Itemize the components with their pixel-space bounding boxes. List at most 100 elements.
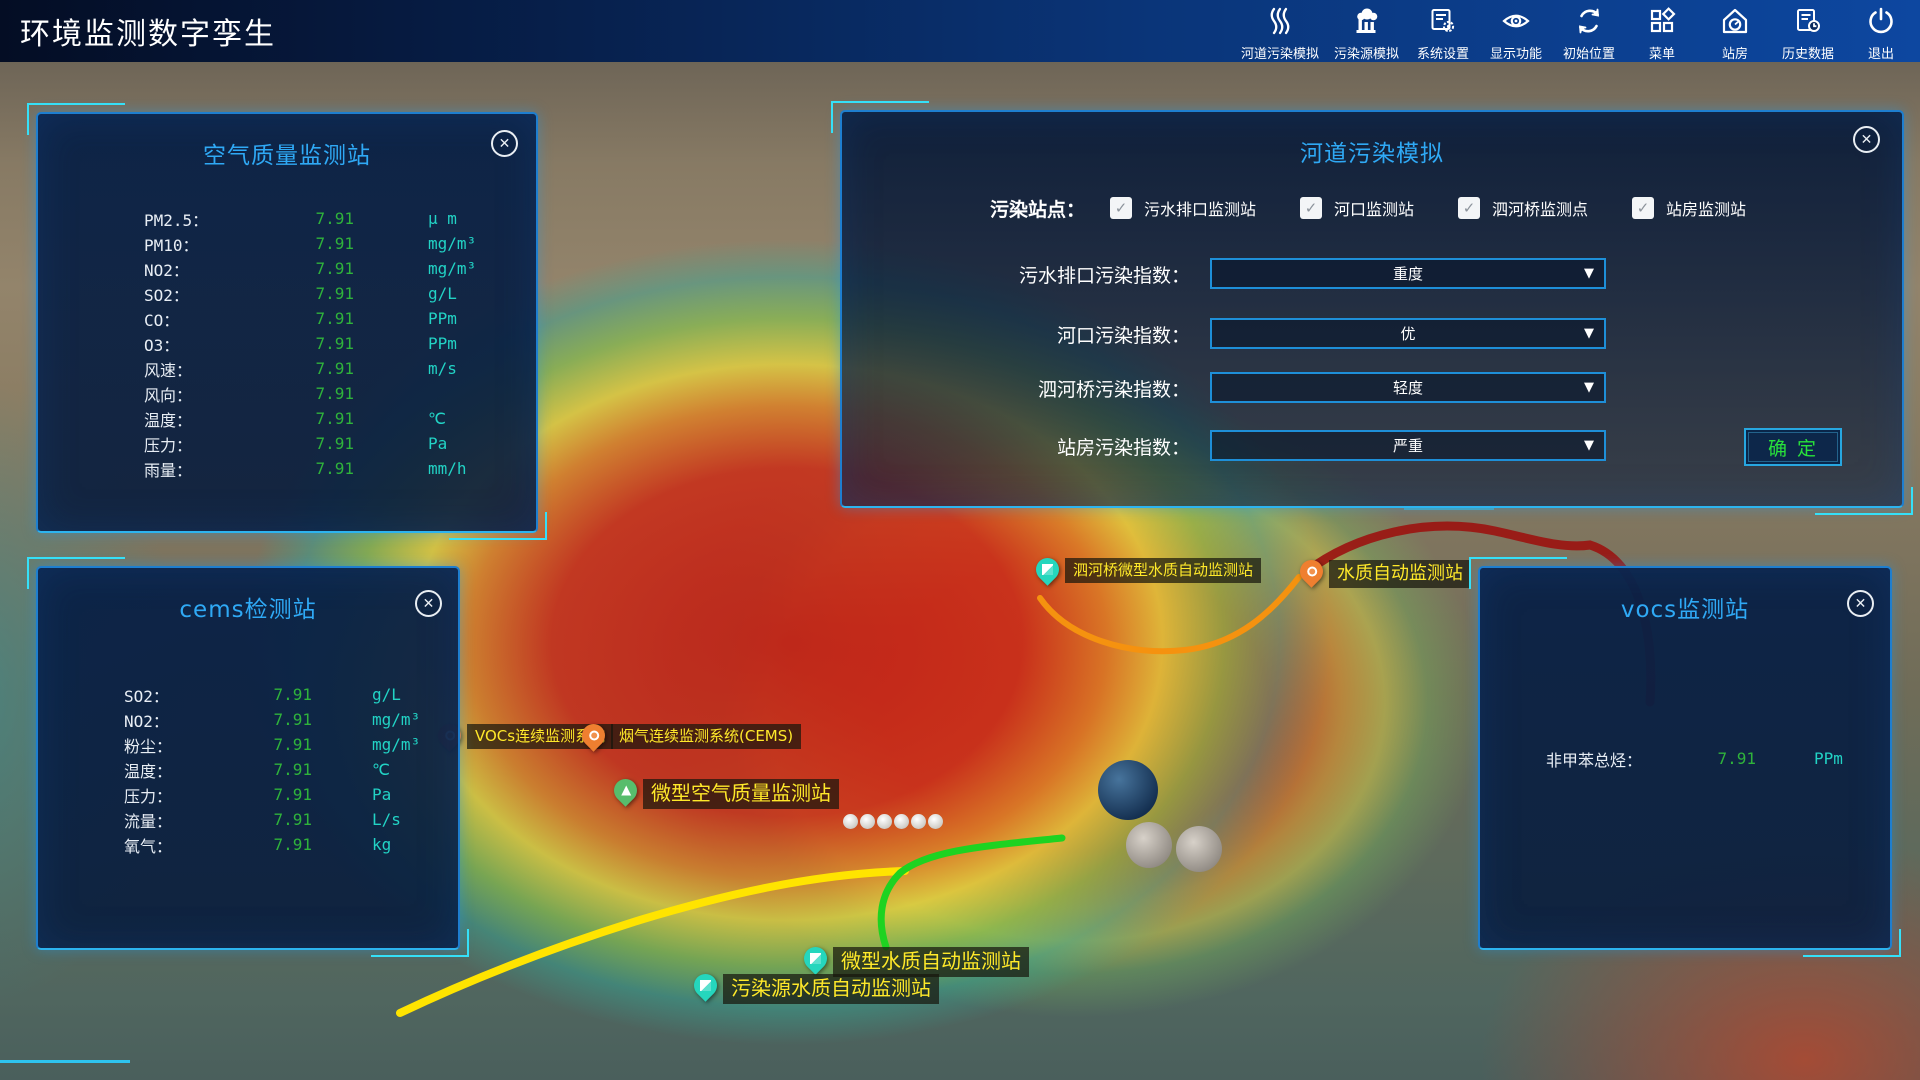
nav-system-settings[interactable]: 系统设置 [1414, 0, 1472, 62]
select-label: 河口污染指数： [1056, 325, 1190, 347]
nav-display-function[interactable]: 显示功能 [1487, 0, 1545, 62]
pollution-index-dropdown[interactable]: 轻度 [1210, 372, 1606, 403]
metric-rows: SO2： 7.91 g/L NO2： 7.91 mg/m³ 粉尘： 7.91 mg/m³ 温… [38, 682, 458, 857]
metric-value: 7.91 [315, 459, 354, 478]
marker-cems-flue-gas-system[interactable]: 烟气连续监测系统(CEMS) [577, 719, 802, 752]
checkbox-checked-icon[interactable] [1300, 197, 1323, 219]
vocs-station-panel: vocs监测站 非甲苯总烃： 7.91 PPm [1469, 557, 1901, 957]
chevron-down-icon [1584, 266, 1594, 281]
metric-unit: m/s [428, 359, 457, 378]
nav-river-pollution-sim[interactable]: 河道污染模拟 [1241, 0, 1319, 62]
metric-label: 温度： [124, 761, 173, 781]
selected-value: 轻度 [1392, 379, 1423, 397]
metric-row: SO2： 7.91 g/L [38, 682, 458, 707]
metric-unit: L/s [372, 810, 401, 829]
nav-station-house[interactable]: 站房 [1706, 0, 1764, 62]
metric-row: SO2： 7.91 g/L [38, 281, 536, 306]
metric-unit: g/L [428, 284, 457, 303]
chevron-down-icon [1584, 438, 1594, 453]
station-checkbox-item[interactable]: 站房监测站 [1632, 196, 1746, 220]
marker-micro-water-auto[interactable]: 微型水质自动监测站 [799, 942, 1029, 977]
marker-label: 污染源水质自动监测站 [723, 974, 939, 1004]
water-station-pin-icon [1031, 553, 1064, 586]
pollution-index-row: 站房污染指数： 严重 [842, 430, 1902, 462]
checkbox-checked-icon[interactable] [1632, 197, 1655, 219]
checkbox-checked-icon[interactable] [1458, 197, 1481, 219]
chevron-down-icon [1584, 380, 1594, 395]
marker-label: 微型水质自动监测站 [833, 947, 1029, 977]
metric-label: 风向： [144, 385, 193, 405]
panel-title: 空气质量监测站 [203, 143, 371, 169]
metric-unit: PPm [428, 334, 457, 353]
nav-pollution-source-sim[interactable]: 污染源模拟 [1334, 0, 1399, 62]
pollution-stations-row: 污染站点： 污水排口监测站 河口监测站 泗河桥监测点 站房监测站 [842, 194, 1902, 222]
station-checkbox-item[interactable]: 河口监测站 [1300, 196, 1414, 220]
panel-title: vocs监测站 [1620, 597, 1750, 623]
metric-value: 7.91 [315, 209, 354, 228]
close-icon[interactable] [1853, 126, 1880, 153]
metric-label: 压力： [144, 435, 193, 455]
pollution-index-dropdown[interactable]: 优 [1210, 318, 1606, 349]
metric-unit: mm/h [428, 459, 467, 478]
river-pollution-sim-icon [1265, 6, 1295, 40]
panel-title: 河道污染模拟 [1300, 141, 1444, 167]
metric-label: O3： [144, 335, 180, 355]
cems-station-panel: cems检测站 SO2： 7.91 g/L NO2： 7.91 mg/m³ 粉尘： 7.9… [27, 557, 469, 957]
metric-row: 非甲苯总烃： 7.91 PPm [1480, 746, 1890, 771]
station-checkbox-item[interactable]: 污水排口监测站 [1110, 196, 1256, 220]
metric-row: PM10： 7.91 mg/m³ [38, 231, 536, 256]
marker-micro-air-quality[interactable]: 微型空气质量监测站 [609, 774, 839, 809]
cooling-tower [1176, 826, 1222, 872]
pollution-index-row: 污水排口污染指数： 重度 [842, 258, 1902, 290]
metric-unit: kg [372, 835, 392, 854]
nav-initial-position[interactable]: 初始位置 [1560, 0, 1618, 62]
close-icon[interactable] [491, 130, 518, 157]
metric-row: 压力： 7.91 Pa [38, 782, 458, 807]
metric-label: 非甲苯总烃： [1546, 750, 1643, 770]
metric-row: 温度： 7.91 ℃ [38, 757, 458, 782]
panel-title: cems检测站 [179, 597, 317, 623]
nav-exit[interactable]: 退出 [1852, 0, 1910, 62]
metric-label: 流量： [124, 811, 173, 831]
metric-unit: mg/m³ [372, 710, 421, 729]
marker-label: 烟气连续监测系统(CEMS) [611, 724, 802, 749]
metric-value: 7.91 [315, 234, 354, 253]
close-icon[interactable] [415, 590, 442, 617]
metric-unit: PPm [1814, 749, 1843, 768]
metric-unit: Pa [372, 785, 392, 804]
checkbox-checked-icon[interactable] [1110, 197, 1132, 219]
metric-row: 风速： 7.91 m/s [38, 356, 536, 381]
metric-row: 流量： 7.91 L/s [38, 807, 458, 832]
confirm-button[interactable]: 确 定 [1744, 428, 1842, 466]
chevron-down-icon [1584, 326, 1594, 341]
stations-group-label: 污染站点： [990, 198, 1086, 221]
marker-water-auto-station[interactable]: 水质自动监测站 [1295, 555, 1471, 588]
initial-position-icon [1574, 6, 1604, 40]
pollution-source-sim-icon [1351, 6, 1381, 40]
metric-value: 7.91 [273, 685, 312, 704]
selected-value: 优 [1400, 325, 1416, 343]
pollution-index-dropdown[interactable]: 严重 [1210, 430, 1606, 461]
metric-value: 7.91 [315, 284, 354, 303]
nav-menu[interactable]: 菜单 [1633, 0, 1691, 62]
metric-row: PM2.5： 7.91 μ m [38, 206, 536, 231]
pollution-index-dropdown[interactable]: 重度 [1210, 258, 1606, 289]
metric-value: 7.91 [273, 835, 312, 854]
metric-unit: ℃ [428, 409, 446, 428]
close-icon[interactable] [1847, 590, 1874, 617]
metric-value: 7.91 [315, 359, 354, 378]
metric-value: 7.91 [315, 334, 354, 353]
metric-unit: mg/m³ [372, 735, 421, 754]
metric-rows: 非甲苯总烃： 7.91 PPm [1480, 746, 1890, 771]
select-label: 污水排口污染指数： [1018, 265, 1190, 287]
storage-tanks [843, 814, 943, 829]
marker-sihe-bridge-micro-water[interactable]: 泗河桥微型水质自动监测站 [1031, 553, 1262, 586]
nav-history-data[interactable]: 历史数据 [1779, 0, 1837, 62]
station-checkbox-item[interactable]: 泗河桥监测点 [1458, 196, 1588, 220]
metric-label: CO： [144, 310, 180, 330]
hud-accent-line [1404, 508, 1494, 510]
selected-value: 严重 [1392, 437, 1423, 455]
air-quality-panel: 空气质量监测站 PM2.5： 7.91 μ m PM10： 7.91 mg/m³ NO2… [27, 103, 547, 540]
metric-value: 7.91 [315, 409, 354, 428]
marker-pollution-source-water[interactable]: 污染源水质自动监测站 [689, 969, 939, 1004]
